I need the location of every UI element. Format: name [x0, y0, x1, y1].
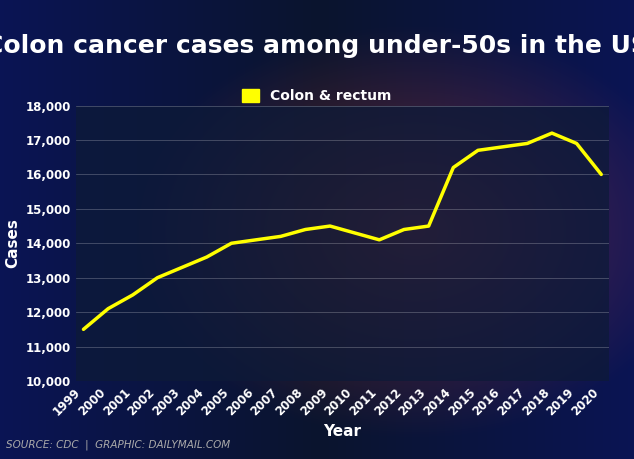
- Text: SOURCE: CDC  |  GRAPHIC: DAILYMAIL.COM: SOURCE: CDC | GRAPHIC: DAILYMAIL.COM: [6, 440, 231, 450]
- Y-axis label: Cases: Cases: [5, 218, 20, 268]
- X-axis label: Year: Year: [323, 424, 361, 439]
- Legend: Colon & rectum: Colon & rectum: [237, 84, 397, 109]
- Text: Colon cancer cases among under-50s in the US: Colon cancer cases among under-50s in th…: [0, 34, 634, 58]
